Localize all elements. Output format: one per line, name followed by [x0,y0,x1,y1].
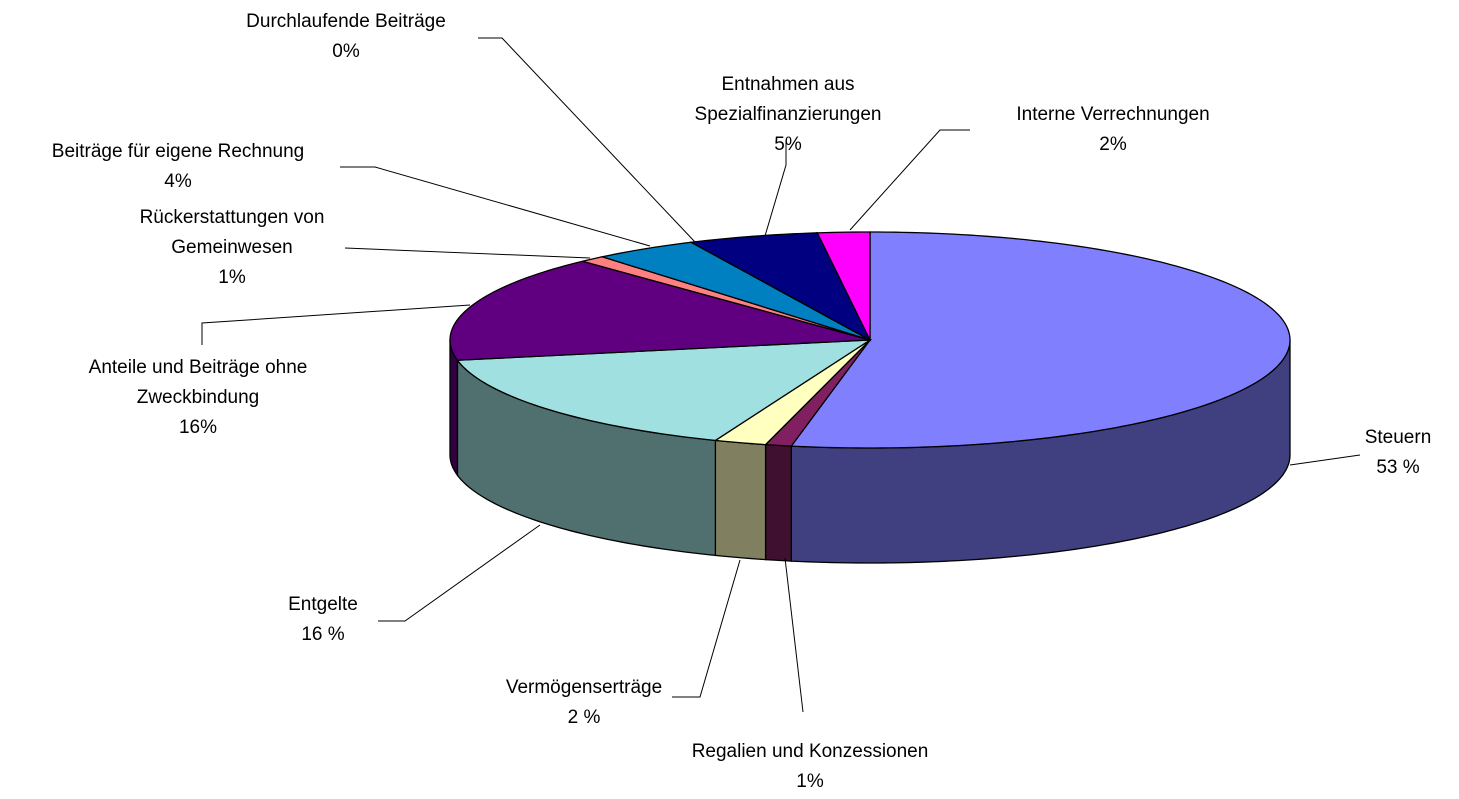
category-name: Durchlaufende Beiträge [246,11,446,32]
pie-side [714,439,767,561]
leader-line [201,304,471,345]
value-label: 0% [332,41,360,62]
leader-line [344,247,591,259]
value-label: 4% [164,171,192,192]
pie-slice [599,241,871,341]
value-label: 16% [178,417,218,438]
slice-label: Entnahmen aus Spezialfinanzierungen 5% [695,70,882,160]
slice-label: Vermögenserträge 2 % [506,673,662,733]
leader-line [672,559,741,698]
pie-slice [790,231,1291,449]
value-label: 2 % [567,707,601,728]
pie-side [764,443,792,562]
pie-slice [713,339,871,446]
leader-line [784,557,804,713]
slice-label: Rückerstattungen von Gemeinwesen 1% [140,203,325,293]
value-label: 2% [1099,134,1127,155]
leader-line [378,524,541,622]
slice-label: Entgelte 16 % [288,590,358,650]
category-name: Anteile und Beiträge ohne Zweckbindung [88,357,308,408]
leader-line [764,140,787,237]
category-name: Regalien und Konzessionen [691,741,929,762]
slice-label: Regalien und Konzessionen 1% [692,737,929,797]
value-label: 16 % [301,624,345,645]
category-name: Entnahmen aus Spezialfinanzierungen [694,74,882,125]
value-label: 1% [796,771,824,792]
slice-label: Anteile und Beiträge ohne Zweckbindung 16… [89,353,308,443]
leader-line [1289,454,1361,466]
leader-line [849,129,970,231]
category-name: Entgelte [288,594,358,615]
category-name: Vermögenserträge [505,677,663,698]
leader-line [478,37,696,243]
pie-slice [689,232,872,342]
pie-slice [456,339,873,442]
value-label: 5% [774,134,802,155]
slice-label: Beiträge für eigene Rechnung 4% [52,137,304,197]
pie-slice [816,231,871,341]
category-name: Interne Verrechnungen [1016,104,1210,125]
slice-label: Steuern 53 % [1365,423,1432,483]
category-name: Beiträge für eigene Rechnung [51,141,305,162]
slice-label: Interne Verrechnungen 2% [1016,100,1209,160]
leader-line [340,166,651,247]
value-label: 53 % [1376,457,1420,478]
pie-side [449,339,459,478]
category-name: Rückerstattungen von Gemeinwesen [139,207,325,258]
value-label: 1% [218,267,246,288]
category-name: Steuern [1364,427,1432,448]
pie-slice [449,260,871,361]
slice-label: Durchlaufende Beiträge 0% [246,7,446,67]
